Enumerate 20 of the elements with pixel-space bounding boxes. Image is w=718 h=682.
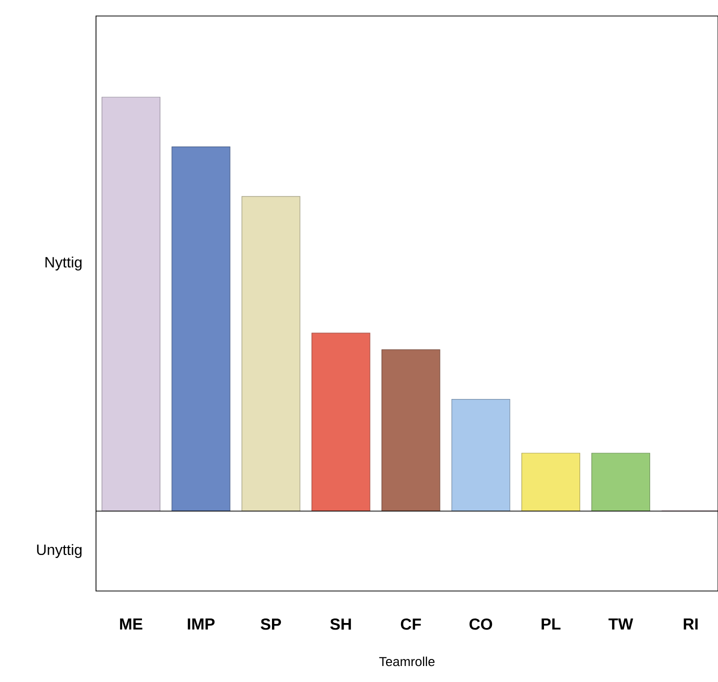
bar (242, 196, 300, 512)
bar (312, 332, 370, 512)
x-tick-label: TW (608, 618, 634, 630)
x-tick-label: ME (120, 618, 142, 630)
x-tick-label: SH (330, 618, 351, 630)
x-tick-label: CF (400, 618, 421, 630)
x-axis-title: Teamrolle (379, 656, 435, 666)
x-tick-label: PL (542, 618, 560, 630)
text: Nyttig (46, 256, 82, 270)
text: Unyttig (37, 544, 82, 558)
bar (451, 399, 510, 512)
x-tick-label: SP (260, 618, 281, 630)
bar (102, 96, 160, 512)
x-tick-label: IMP (188, 618, 215, 630)
bar (521, 452, 580, 512)
bar (382, 349, 440, 512)
bar (172, 146, 230, 512)
x-tick-label: RI (684, 618, 698, 630)
bar (591, 452, 650, 512)
x-tick-label: CO (470, 618, 492, 630)
